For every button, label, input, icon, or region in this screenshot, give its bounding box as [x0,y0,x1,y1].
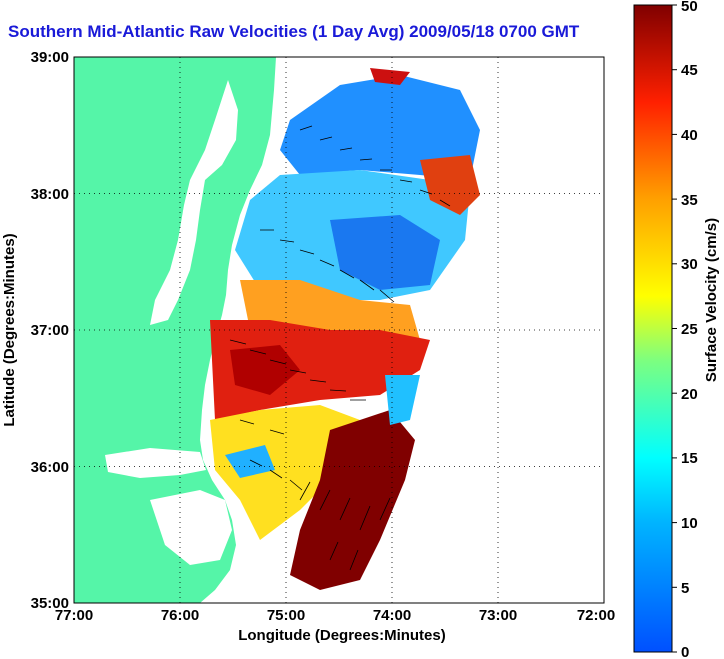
colorbar-tick-label: 20 [681,386,698,403]
grid-lines [74,57,604,603]
albemarle-sound [105,448,206,478]
colorbar-tick-label: 30 [681,256,698,273]
colorbar-tick-label: 15 [681,450,698,467]
colorbar: 50 45 40 35 30 25 20 15 10 5 0 Surface V… [633,0,720,659]
x-tick-label: 72:00 [577,607,615,624]
colorbar-tick-label: 0 [681,644,689,659]
x-axis-label: Longitude (Degrees:Minutes) [238,627,446,644]
chesapeake-bay [150,80,238,325]
colorbar-tick-label: 10 [681,515,698,532]
x-tick-label: 74:00 [373,607,411,624]
velocity-field [210,68,480,590]
colorbar-tick-label: 5 [681,580,689,597]
y-axis-label: Latitude (Degrees:Minutes) [1,233,18,426]
x-tick-label: 75:00 [267,607,305,624]
y-tick-label: 35:00 [31,595,69,612]
colorbar-tick-label: 35 [681,192,698,209]
colorbar-tick-label: 50 [681,0,698,15]
y-tick-label: 38:00 [31,186,69,203]
colorbar-scale [633,4,673,653]
x-tick-label: 76:00 [161,607,199,624]
colorbar-tick-label: 25 [681,321,698,338]
y-tick-label: 36:00 [31,459,69,476]
colorbar-label: Surface Velocity (cm/s) [703,218,720,382]
colorbar-ticks [672,4,677,653]
y-tick-label: 37:00 [31,322,69,339]
velocity-vectors [229,125,451,571]
x-tick-labels: 77:00 76:00 75:00 74:00 73:00 72:00 [55,607,615,624]
map-title: Southern Mid-Atlantic Raw Velocities (1 … [8,22,580,41]
colorbar-tick-label: 40 [681,127,698,144]
x-tick-label: 73:00 [479,607,517,624]
y-tick-label: 39:00 [31,49,69,66]
pamlico-sound [150,490,232,565]
y-tick-labels: 39:00 38:00 37:00 36:00 35:00 [31,49,69,612]
colorbar-tick-label: 45 [681,62,698,79]
x-tick-label: 77:00 [55,607,93,624]
